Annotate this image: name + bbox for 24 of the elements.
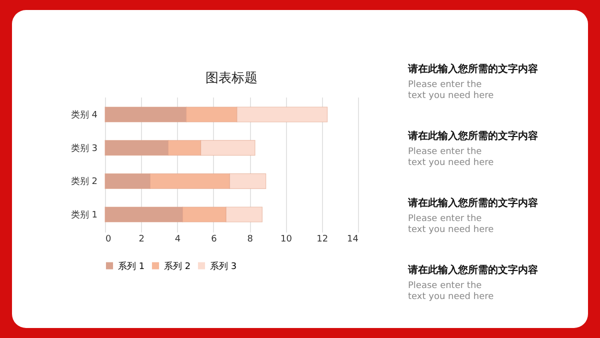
chart-title: 图表标题 xyxy=(206,71,258,86)
y-tick-label: 类别 2 xyxy=(70,176,98,188)
x-tick-label: 2 xyxy=(138,234,145,244)
x-tick-label: 10 xyxy=(280,234,292,244)
text: Please enter the text you need here xyxy=(408,281,495,303)
text: 请在此输入您所需的文字内容 xyxy=(408,263,539,277)
x-tick-label: 12 xyxy=(316,234,328,244)
y-tick-label: 类别 4 xyxy=(70,110,98,120)
text: 请在此输入您所需的文字内容 xyxy=(408,196,539,210)
x-tick-label: 8 xyxy=(247,234,254,244)
x-tick-label: 14 xyxy=(347,234,359,244)
x-tick-label: 4 xyxy=(174,234,181,244)
x-tick-label: 0 xyxy=(106,234,112,244)
text: Please enter the text you need here xyxy=(408,214,495,236)
legend-label: 系列 1 xyxy=(118,260,145,272)
y-tick-label: 类别 1 xyxy=(70,210,98,220)
x-tick-label: 6 xyxy=(211,234,218,244)
text: Please enter the text you need here xyxy=(408,147,495,169)
y-tick-label: 类别 3 xyxy=(70,142,98,154)
text: Please enter the text you need here xyxy=(408,80,495,102)
legend-label: 系列 2 xyxy=(164,260,191,272)
text: 请在此输入您所需的文字内容 xyxy=(408,129,539,143)
legend-label: 系列 3 xyxy=(210,260,237,272)
text: 请在此输入您所需的文字内容 xyxy=(408,62,539,76)
